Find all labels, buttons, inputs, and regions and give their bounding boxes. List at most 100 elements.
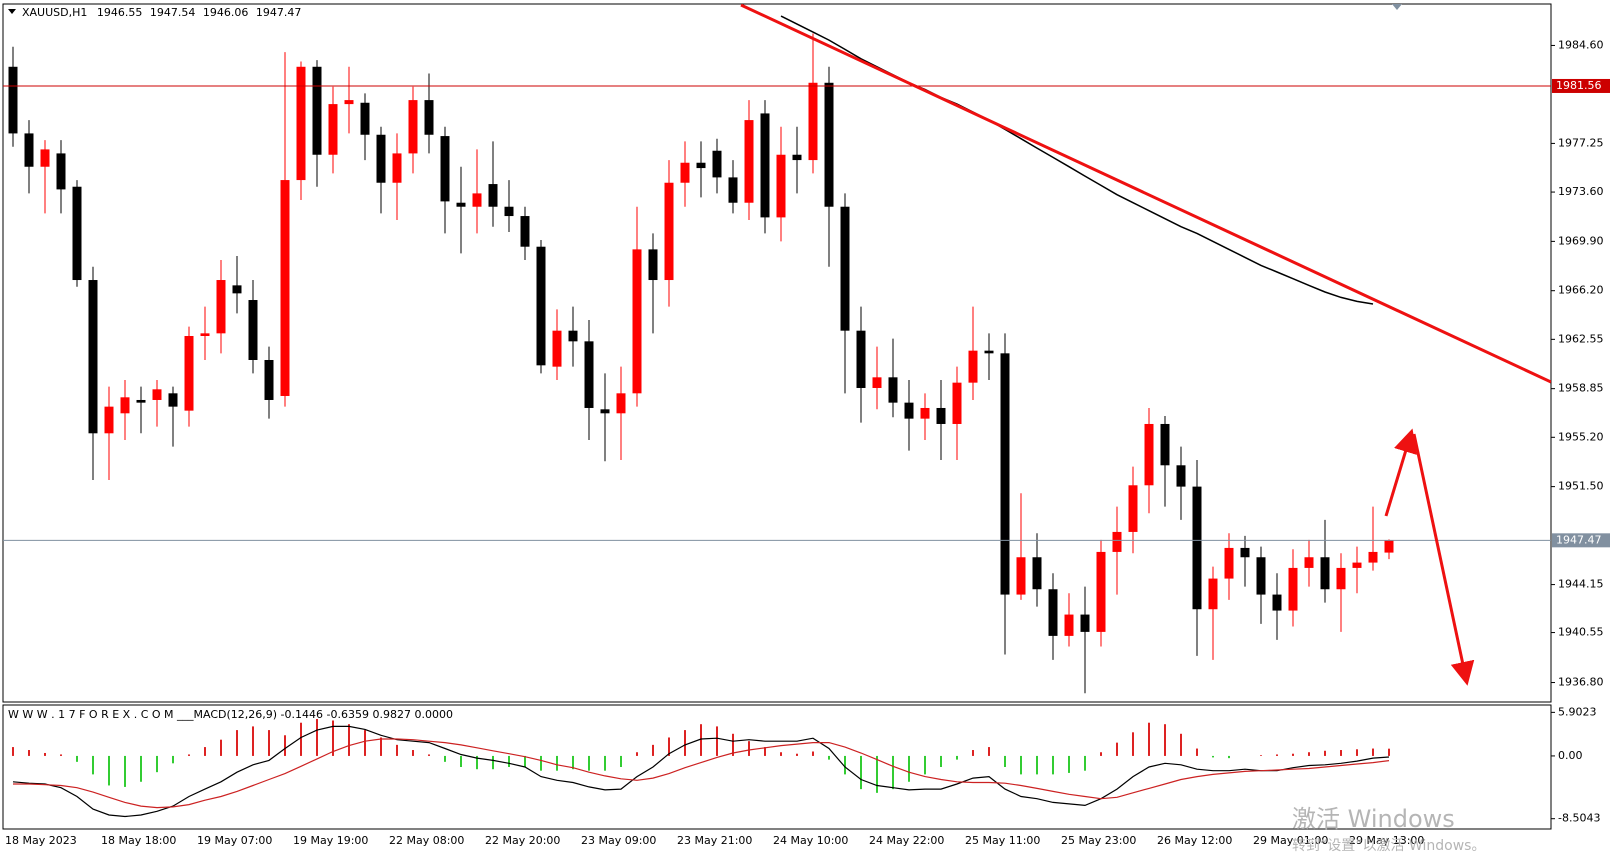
candle-body — [1096, 551, 1106, 632]
x-tick-label: 26 May 12:00 — [1157, 834, 1232, 847]
macd-bar — [1180, 733, 1182, 756]
candle-body — [1192, 486, 1202, 610]
x-tick-label: 23 May 21:00 — [677, 834, 752, 847]
candle-body — [280, 180, 290, 396]
candle-body — [1128, 485, 1138, 532]
macd-bar — [492, 755, 494, 770]
header-high: 1947.54 — [150, 6, 196, 19]
x-tick-label: 19 May 19:00 — [293, 834, 368, 847]
candle-body — [1016, 557, 1026, 595]
candle-body — [728, 177, 738, 203]
candle-body — [456, 202, 466, 207]
candle-body — [1288, 567, 1298, 611]
header-close: 1947.47 — [256, 6, 302, 19]
candle-body — [248, 300, 258, 360]
candle-body — [1208, 578, 1218, 610]
candle-body — [72, 186, 82, 281]
macd-bar — [844, 755, 846, 775]
y-tick-label: -8.5043 — [1558, 812, 1600, 825]
axes: 1984.60 1977.25 1973.60 1969.90 1966.20 1962.… — [5, 38, 1610, 847]
symbol: XAUUSD,H1 — [22, 6, 87, 19]
y-tick-label: 1962.55 — [1558, 332, 1604, 345]
macd-bar — [92, 755, 94, 775]
price-label-box — [1552, 78, 1610, 93]
y-tick-label: 5.9023 — [1558, 705, 1597, 718]
macd-bar — [156, 755, 158, 773]
macd-line — [12, 725, 1390, 818]
arrow-down — [1412, 433, 1475, 686]
candle-body — [952, 382, 962, 424]
macd-bar — [1308, 752, 1310, 756]
x-tick-label: 29 May 13:00 — [1349, 834, 1424, 847]
candle-body — [536, 246, 546, 366]
macd-bar — [1212, 755, 1214, 758]
candle-body — [840, 206, 850, 331]
candle-body — [1176, 465, 1186, 487]
macd-bar — [204, 747, 206, 756]
candle-body — [664, 182, 674, 281]
macd-bar — [604, 755, 606, 771]
macd-bar — [236, 730, 238, 756]
candle-body — [1384, 540, 1394, 553]
candle-body — [200, 333, 210, 337]
macd-bar — [1292, 753, 1294, 756]
arrow-up — [1384, 428, 1418, 517]
x-tick-label: 18 May 2023 — [5, 834, 77, 847]
candle-body — [968, 350, 978, 383]
candle-body — [264, 359, 274, 400]
macd-bar — [1164, 724, 1166, 756]
candle-body — [8, 66, 18, 134]
y-tick-label: 1936.80 — [1558, 676, 1604, 689]
macd-bar — [1148, 722, 1150, 756]
macd-bar — [460, 755, 462, 767]
candle-body — [600, 409, 610, 414]
macd-bar — [860, 755, 862, 790]
candle-body — [760, 113, 770, 218]
macd-bar — [1068, 755, 1070, 773]
candle-body — [56, 153, 66, 190]
candle-body — [328, 104, 338, 155]
candle-body — [808, 82, 818, 161]
x-tick-label: 23 May 09:00 — [581, 834, 656, 847]
macd-bar — [1116, 742, 1118, 756]
candle-body — [888, 377, 898, 403]
macd-bar — [796, 753, 798, 756]
candle-body — [1160, 423, 1170, 466]
macd-bar — [316, 719, 318, 756]
candle-body — [936, 407, 946, 424]
y-tick-label: 1966.20 — [1558, 284, 1604, 297]
macd-bar — [780, 752, 782, 756]
x-tick-label: 22 May 08:00 — [389, 834, 464, 847]
macd-bar — [908, 755, 910, 782]
drawings — [740, 4, 1551, 686]
macd-bar — [1004, 755, 1006, 767]
price-label: 1947.47 — [1556, 533, 1602, 546]
macd-bar — [620, 755, 622, 767]
candle-body — [136, 399, 146, 403]
macd-bar — [556, 755, 558, 771]
candle-body — [824, 82, 834, 207]
candle-body — [632, 249, 642, 394]
macd-bar — [28, 750, 30, 756]
macd-bar — [508, 755, 510, 767]
macd-bar — [924, 755, 926, 775]
candle-body — [1352, 562, 1362, 568]
macd-bar — [1388, 748, 1390, 756]
candle-body — [1368, 551, 1378, 563]
macd-title: W W W . 1 7 F O R E X . C O M ___MACD(12… — [8, 708, 453, 721]
macd-bar — [1196, 748, 1198, 756]
candle-body — [1048, 589, 1058, 636]
main-plot — [3, 15, 1551, 694]
candle-body — [440, 136, 450, 202]
macd-bar — [668, 737, 670, 756]
x-tick-label: 18 May 18:00 — [101, 834, 176, 847]
candle-body — [24, 133, 34, 167]
y-tick-label: 1973.60 — [1558, 185, 1604, 198]
y-tick-label: 1984.60 — [1558, 38, 1604, 51]
candle-body — [520, 216, 530, 247]
macd-bar — [332, 720, 334, 756]
macd-bar — [572, 755, 574, 770]
candle-body — [472, 193, 482, 207]
watermark-text: 转到“设置”以激活 Windows。 — [1292, 837, 1485, 854]
